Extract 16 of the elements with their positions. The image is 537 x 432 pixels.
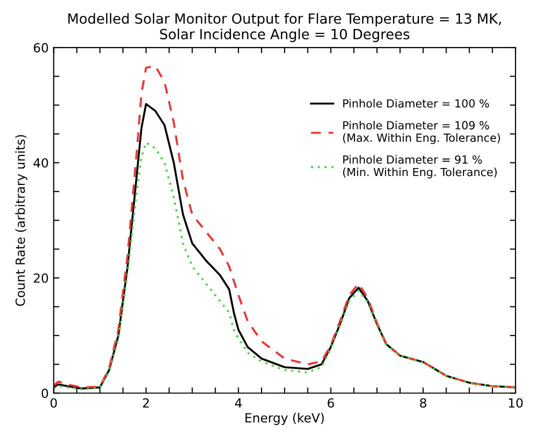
y-axis-title: Count Rate (arbitrary units) bbox=[15, 135, 28, 306]
chart-title: Modelled Solar Monitor Output for Flare Temperature = 13 MK, Solar Incidence Angle = 10 Degrees bbox=[68, 13, 501, 42]
legend-label: Pinhole Diameter = 91 % (Min. Within Eng. Tolerance) bbox=[343, 155, 497, 178]
y-tick-label: 40 bbox=[34, 158, 48, 168]
y-tick-label: 0 bbox=[42, 388, 48, 398]
x-axis-title: Energy (keV) bbox=[246, 412, 324, 425]
y-tick-label: 60 bbox=[34, 42, 48, 52]
legend-label: Pinhole Diameter = 109 % (Max. Within Eng. Tolerance) bbox=[343, 120, 500, 144]
legend-label: Pinhole Diameter = 100 % bbox=[343, 98, 489, 108]
x-tick-label: 8 bbox=[420, 398, 426, 408]
x-tick-label: 0 bbox=[50, 398, 57, 408]
y-tick-label: 20 bbox=[34, 273, 48, 283]
x-tick-label: 2 bbox=[143, 398, 149, 408]
x-tick-label: 4 bbox=[235, 398, 242, 408]
x-tick-label: 6 bbox=[328, 398, 334, 408]
x-tick-label: 10 bbox=[508, 398, 523, 408]
